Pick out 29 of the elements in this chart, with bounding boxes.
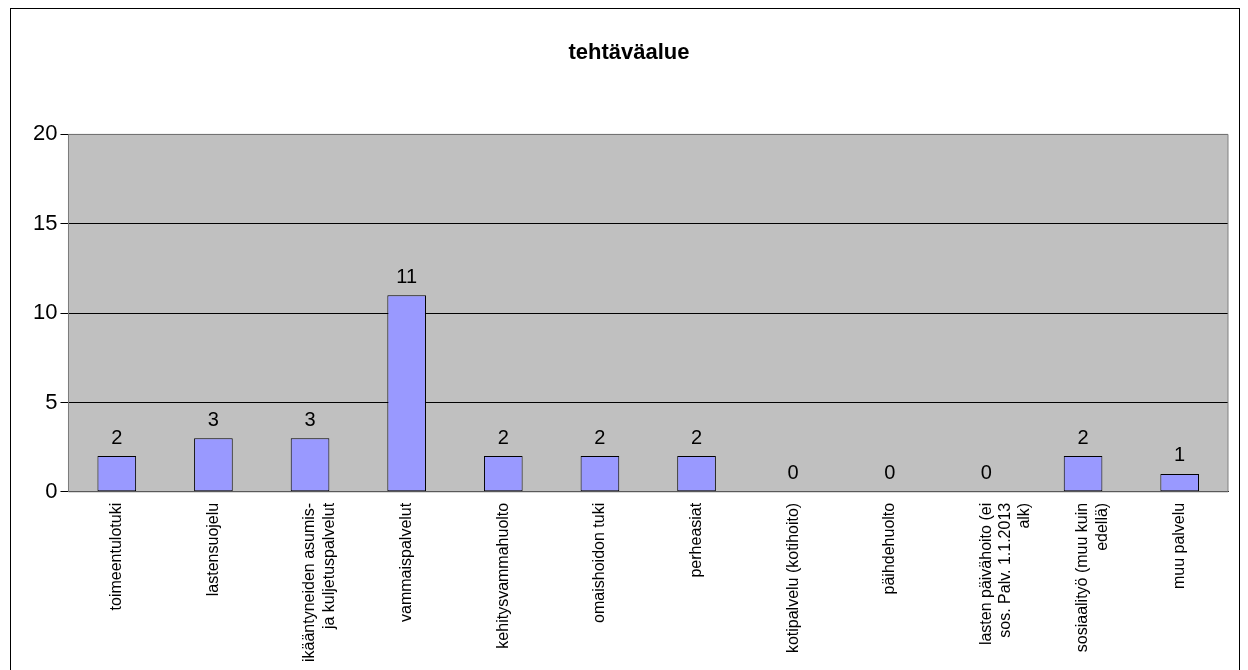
x-tick-label: lasten päivähoito (ei sos. Palv. 1.1.2013 alk) bbox=[976, 502, 1033, 646]
data-label: 1 bbox=[1174, 443, 1186, 466]
x-tick-label: sosiaalityö (muu kuin edellä) bbox=[1073, 502, 1110, 653]
data-label: 0 bbox=[884, 461, 896, 484]
data-label: 0 bbox=[787, 461, 799, 484]
data-label: 2 bbox=[497, 425, 509, 448]
y-tick-label: 15 bbox=[32, 209, 58, 235]
data-label: 0 bbox=[980, 461, 992, 484]
x-tick-label: muu palvelu bbox=[1170, 502, 1188, 590]
x-tick-label: päihdehuolto bbox=[880, 502, 898, 595]
y-tick-label: 20 bbox=[32, 120, 58, 146]
x-tick-label: perheasiat bbox=[686, 502, 704, 578]
y-tick-label: 5 bbox=[45, 388, 58, 414]
data-label: 2 bbox=[594, 425, 606, 448]
data-label: 11 bbox=[396, 264, 418, 287]
x-tick-label: kotipalvelu (kotihoito) bbox=[783, 502, 801, 654]
data-label: 3 bbox=[304, 407, 316, 430]
y-tick-label: 0 bbox=[45, 477, 58, 503]
x-tick-label: omaishoidon tuki bbox=[590, 502, 608, 623]
x-tick-label: kehitysvammahuolto bbox=[493, 502, 511, 649]
x-tick-label: toimeentulotuki bbox=[107, 502, 125, 611]
data-label: 2 bbox=[111, 425, 123, 448]
x-tick-label: lastensuojelu bbox=[203, 502, 221, 597]
data-label: 2 bbox=[1077, 425, 1089, 448]
y-tick-label: 10 bbox=[32, 299, 58, 325]
data-label: 2 bbox=[690, 425, 703, 448]
data-label: 3 bbox=[207, 407, 219, 430]
chart-title: tehtäväalue bbox=[568, 39, 690, 65]
x-tick-label: vammaispalvelut bbox=[397, 502, 415, 622]
